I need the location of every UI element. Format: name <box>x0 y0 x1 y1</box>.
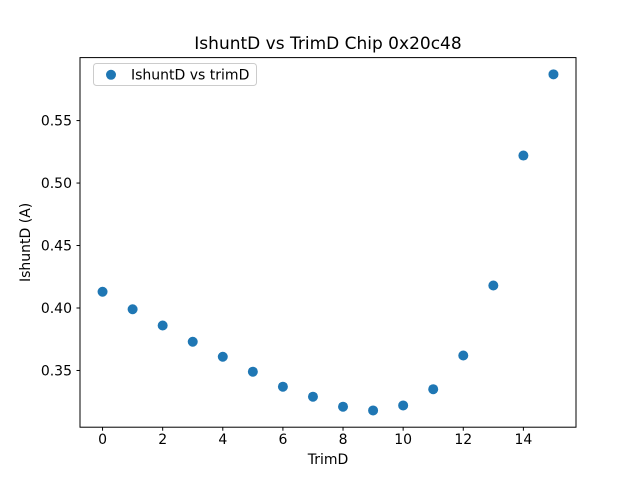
data-point <box>458 350 469 361</box>
data-point <box>97 286 108 297</box>
y-tick-label: 0.55 <box>41 114 72 130</box>
x-tick-label: 8 <box>339 432 348 448</box>
data-point <box>488 280 499 291</box>
data-point <box>338 401 349 412</box>
x-tick-label: 12 <box>454 432 472 448</box>
plot-area <box>79 57 577 428</box>
x-axis-ticks: 0 2 4 6 8 10 12 14 <box>98 427 532 448</box>
y-tick-label: 0.50 <box>41 176 72 192</box>
y-tick-label: 0.35 <box>41 363 72 379</box>
y-tick-label: 0.40 <box>41 301 72 317</box>
data-point <box>368 405 379 416</box>
data-points <box>97 69 559 416</box>
x-tick-label: 14 <box>514 432 532 448</box>
legend: IshuntD vs trimD <box>93 63 257 86</box>
x-tick-label: 2 <box>158 432 167 448</box>
y-axis-label: IshuntD (A) <box>18 203 34 282</box>
legend-label: IshuntD vs trimD <box>131 68 249 84</box>
data-point <box>518 150 529 161</box>
data-point <box>187 336 198 347</box>
data-point <box>217 351 228 362</box>
data-point <box>247 366 258 377</box>
legend-box <box>93 63 257 86</box>
x-tick-label: 6 <box>278 432 287 448</box>
x-tick-label: 4 <box>218 432 227 448</box>
y-tick-label: 0.45 <box>41 239 72 255</box>
data-point <box>307 391 318 402</box>
x-axis-label: TrimD <box>307 452 349 468</box>
data-point <box>398 400 409 411</box>
x-tick-label: 0 <box>98 432 107 448</box>
y-axis-ticks: 0.35 0.40 0.45 0.50 0.55 <box>41 114 80 379</box>
data-point <box>548 69 559 80</box>
x-tick-label: 10 <box>394 432 412 448</box>
data-point <box>277 381 288 392</box>
data-point <box>127 304 138 315</box>
legend-marker-icon <box>106 69 116 80</box>
data-point <box>157 320 168 331</box>
chart-title: IshuntD vs TrimD Chip 0x20c48 <box>194 34 461 54</box>
data-point <box>428 384 439 395</box>
